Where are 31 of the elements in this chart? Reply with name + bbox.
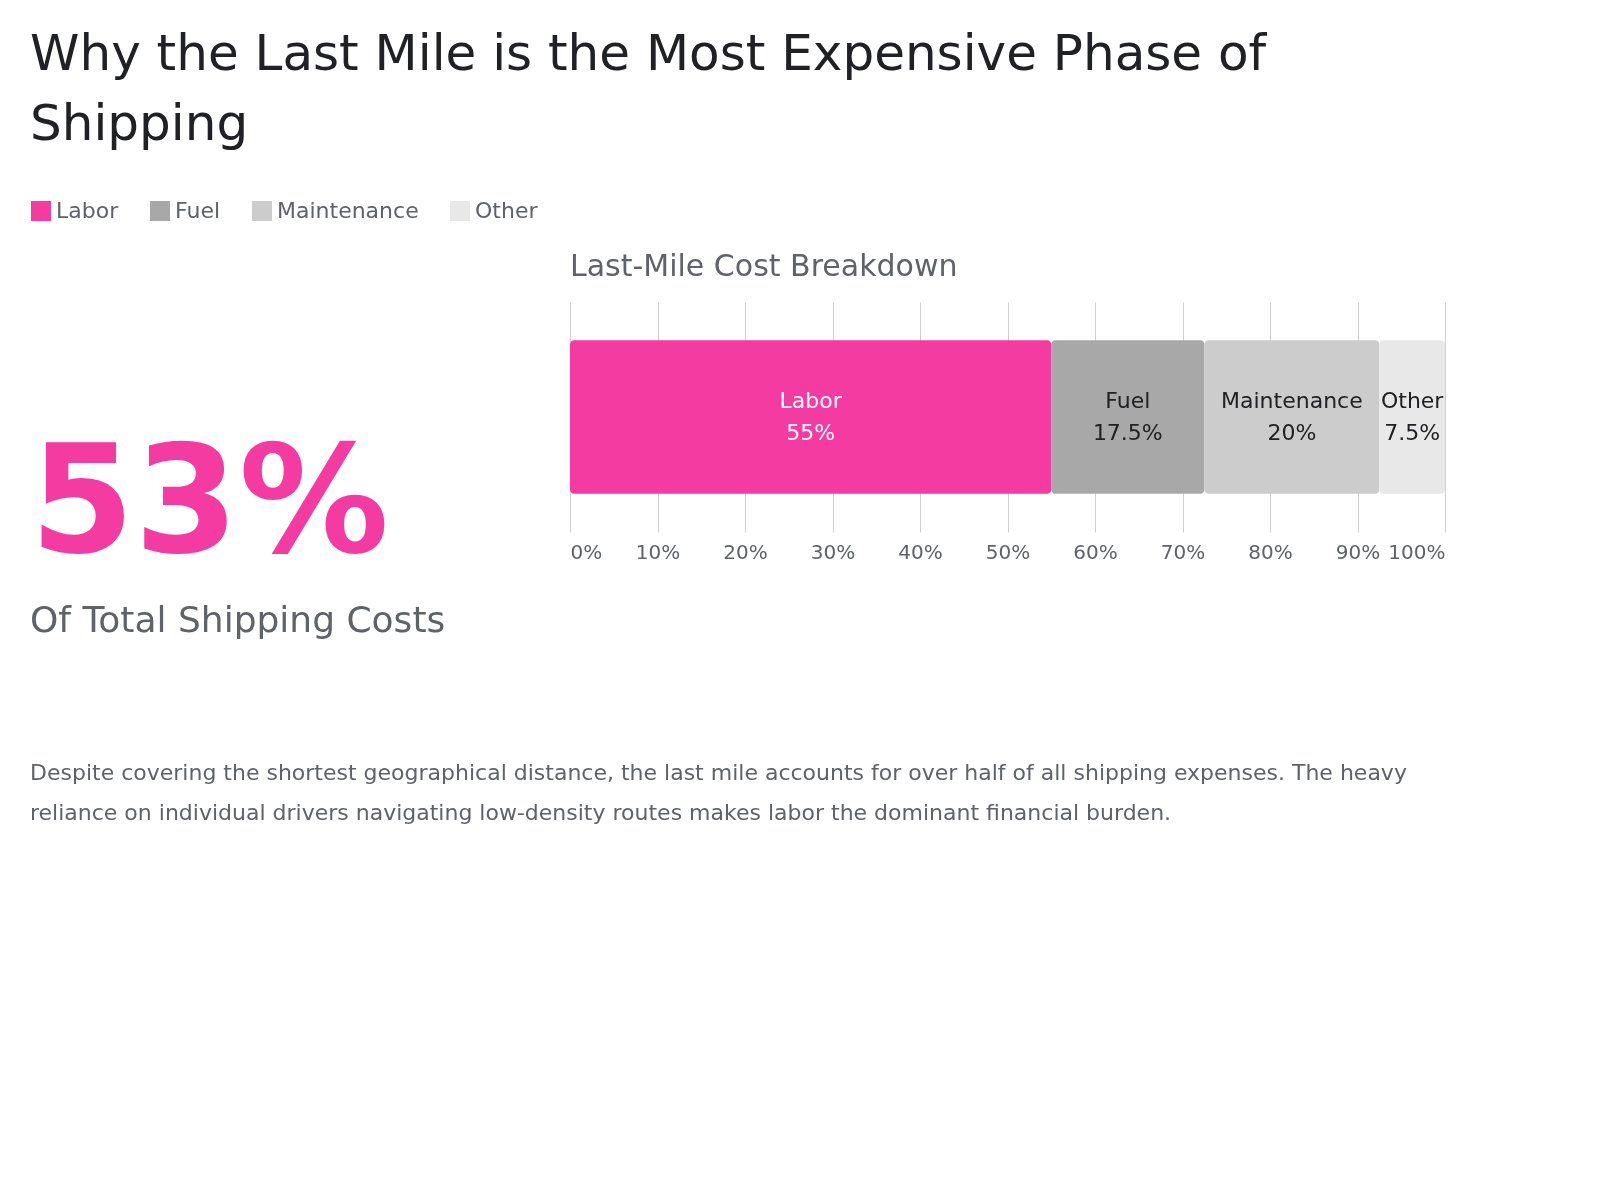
x-tick-label: 60% bbox=[1073, 539, 1118, 564]
x-tick-label: 10% bbox=[635, 539, 681, 564]
x-tick-label: 90% bbox=[1335, 539, 1381, 564]
bar bbox=[570, 340, 1052, 494]
chart-title: Last-Mile Cost Breakdown bbox=[570, 248, 958, 283]
text: Labor bbox=[779, 388, 842, 413]
legend-label: Other bbox=[475, 198, 539, 223]
text: Of Total Shipping Costs bbox=[30, 599, 446, 640]
x-tick-label: 40% bbox=[898, 539, 943, 564]
bar bbox=[1051, 340, 1205, 494]
x-tick-label: 30% bbox=[810, 539, 856, 564]
text: 53% bbox=[30, 413, 390, 587]
x-tick-label: 50% bbox=[985, 539, 1031, 564]
data-label: 7.5% bbox=[1384, 420, 1441, 445]
data-label: 20% bbox=[1267, 420, 1317, 445]
text: Other bbox=[1380, 388, 1444, 413]
legend-label: Fuel bbox=[175, 198, 221, 223]
data-label: 55% bbox=[786, 420, 836, 445]
x-tick-label: 0% bbox=[570, 539, 603, 564]
text: Maintenance bbox=[1221, 388, 1363, 413]
legend-label: Maintenance bbox=[277, 198, 419, 223]
text: Despite covering the shortest geographical distance, the last mile accounts for over half of all shipping expenses. The heavy reliance on individual drivers navigating low-density routes makes labor the dominant financial burden. bbox=[30, 760, 1407, 825]
bar bbox=[1379, 340, 1445, 494]
x-tick-label: 100% bbox=[1388, 539, 1446, 564]
data-label: 17.5% bbox=[1092, 420, 1163, 445]
legend-label: Labor bbox=[56, 198, 120, 223]
text: Fuel bbox=[1105, 388, 1151, 413]
x-tick-label: 20% bbox=[723, 539, 768, 564]
x-tick-label: 70% bbox=[1160, 539, 1206, 564]
text: Why the Last Mile is the Most Expensive Phase of Shipping bbox=[30, 24, 1268, 152]
x-tick-label: 80% bbox=[1248, 539, 1293, 564]
